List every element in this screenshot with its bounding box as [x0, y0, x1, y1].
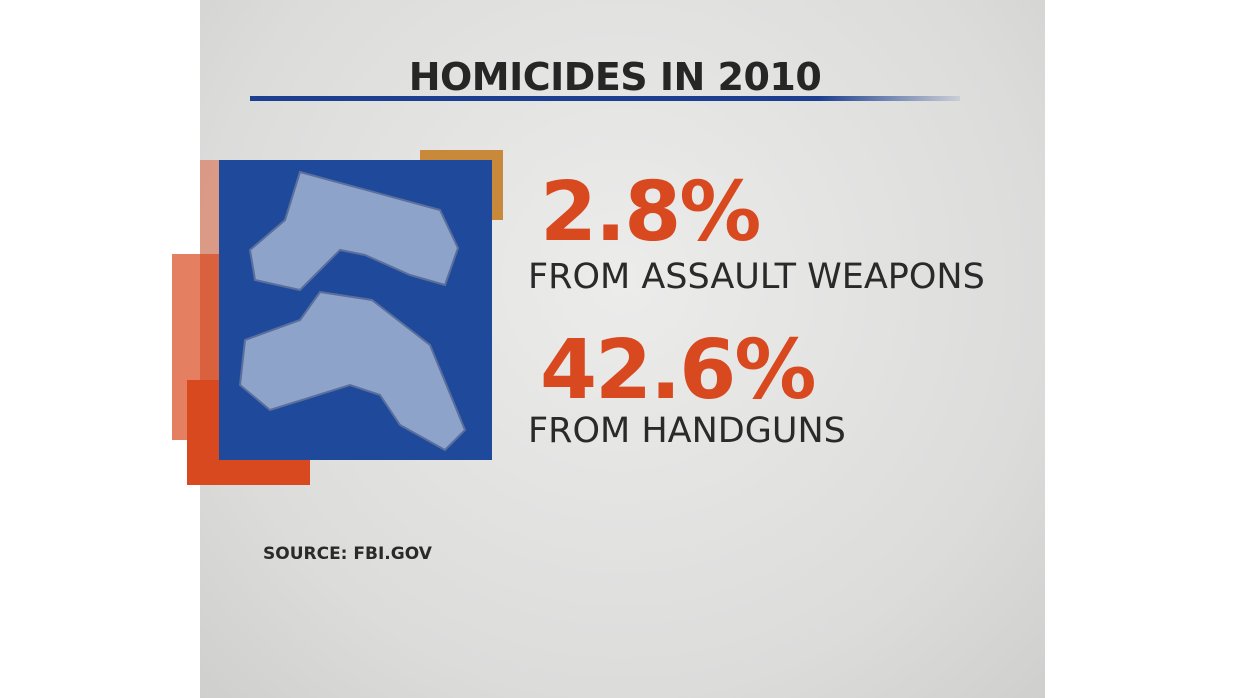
stat-value: 42.6%: [540, 323, 816, 418]
title-rule: [250, 96, 960, 101]
pistol-icon: [238, 290, 467, 452]
title: HOMICIDES IN 2010: [408, 55, 822, 99]
stat-label: FROM HANDGUNS: [528, 411, 846, 451]
stat-value: 2.8%: [540, 165, 761, 260]
stat-label: FROM ASSAULT WEAPONS: [528, 257, 985, 297]
pistol-icon: [248, 170, 460, 292]
source: SOURCE: FBI.GOV: [263, 544, 432, 564]
